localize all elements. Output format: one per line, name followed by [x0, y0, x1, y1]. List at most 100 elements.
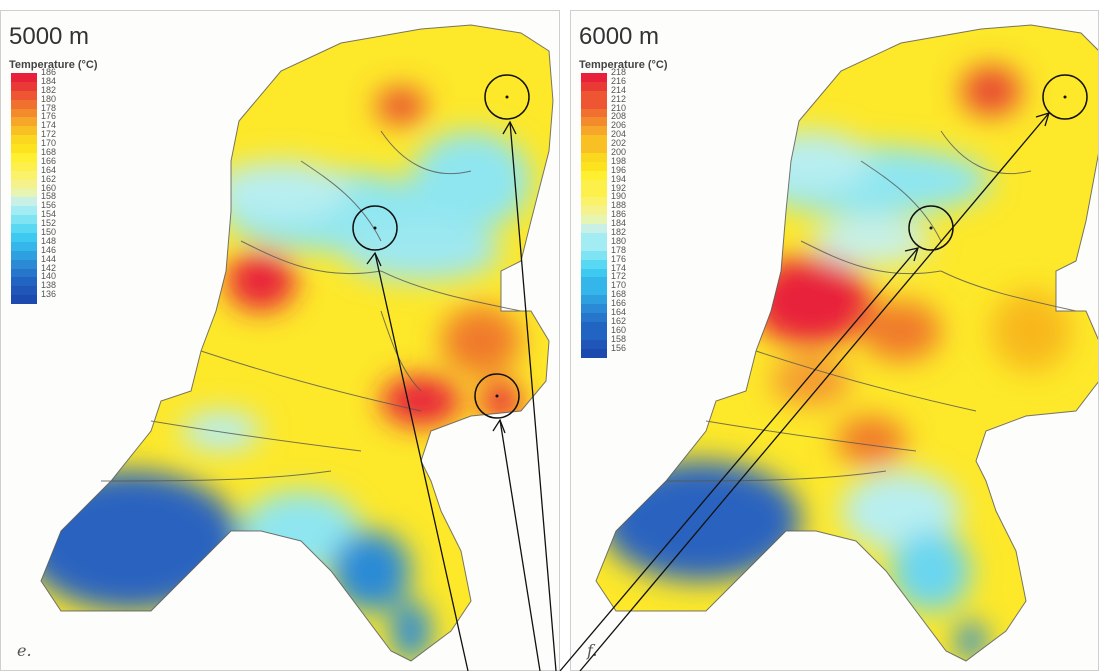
legend-ticks: 218 216 214 212 210 208 206 204 202 200 198 196 194 1… — [611, 68, 626, 353]
legend-swatch — [11, 179, 37, 189]
legend-tick-label: 158 — [41, 191, 57, 202]
legend-swatch — [11, 233, 37, 242]
legend-swatches — [581, 73, 607, 358]
legend-swatch — [581, 81, 607, 91]
legend-swatch — [581, 321, 607, 331]
legend-tick-label: 170 — [41, 138, 57, 149]
legend-swatch — [581, 108, 607, 118]
legend-swatch — [581, 179, 607, 189]
legend-tick-label: 156 — [41, 200, 57, 211]
depth-label: 6000 m — [579, 23, 660, 50]
legend-swatch — [11, 153, 37, 162]
legend-tick-label: 142 — [41, 262, 57, 273]
legend-tick-label: 156 — [611, 342, 627, 353]
legend-tick-label: 146 — [41, 244, 57, 255]
legend-tick-label: 168 — [41, 147, 57, 158]
legend-tick-label: 162 — [41, 173, 57, 184]
legend-swatch — [581, 99, 607, 109]
legend-swatch — [11, 90, 37, 100]
legend-swatch — [11, 135, 37, 145]
legend-swatch — [581, 250, 607, 260]
legend-tick-label: 144 — [41, 253, 57, 264]
legend-tick-label: 216 — [611, 75, 627, 86]
legend-swatch — [11, 126, 37, 136]
legend-swatch — [11, 81, 37, 91]
legend-swatch — [581, 233, 607, 242]
legend-swatch — [11, 215, 37, 225]
legend-swatch — [11, 295, 37, 305]
legend-title: Temperature (°C) — [9, 59, 98, 71]
legend-swatch — [581, 304, 607, 314]
legend-swatch — [11, 250, 37, 260]
legend-swatch — [11, 170, 37, 180]
legend-tick-label: 140 — [41, 271, 57, 282]
legend-ticks: 186 184 182 180 178 176 174 172 170 168 166 164 162 1… — [41, 68, 56, 299]
legend-tick-label: 138 — [41, 280, 57, 291]
legend-swatch — [11, 277, 37, 287]
legend-swatch — [581, 348, 607, 358]
legend-tick-label: 182 — [41, 84, 57, 95]
legend-swatch — [11, 286, 37, 296]
legend-swatch — [581, 153, 607, 162]
legend-swatch — [581, 313, 607, 322]
legend-swatch — [581, 144, 607, 154]
legend-swatch — [581, 73, 607, 82]
legend-swatch — [581, 126, 607, 136]
legend-swatches — [11, 73, 37, 305]
legend-swatch — [11, 197, 37, 207]
legend-swatch — [581, 188, 607, 198]
panel-letter: f. — [587, 641, 598, 660]
legend-tick-label: 186 — [41, 67, 57, 77]
legend-tick-label: 176 — [41, 111, 57, 122]
legend-tick-label: 184 — [41, 75, 57, 86]
legend-swatch — [581, 161, 607, 171]
legend-swatch — [581, 339, 607, 349]
legend-tick-label: 212 — [611, 93, 627, 104]
legend-tick-label: 218 — [611, 67, 627, 77]
legend-swatch — [11, 188, 37, 198]
legend-swatch — [581, 197, 607, 207]
legend-swatch — [581, 286, 607, 296]
legend-swatch — [11, 73, 37, 82]
legend-swatch — [11, 259, 37, 269]
legend-tick-label: 178 — [41, 102, 57, 113]
legend-tick-label: 174 — [41, 120, 57, 131]
legend-tick-label: 150 — [41, 227, 57, 238]
legend-swatch — [581, 330, 607, 340]
panel-letter: e. — [17, 641, 32, 660]
legend-swatch — [581, 277, 607, 287]
legend-swatch — [11, 241, 37, 251]
legend-tick-label: 180 — [41, 93, 57, 104]
legend-swatch — [581, 117, 607, 127]
legend-swatch — [11, 99, 37, 109]
legend-swatch — [581, 215, 607, 225]
legend-swatch — [581, 259, 607, 269]
legend-swatch — [581, 241, 607, 251]
legend-swatch — [581, 224, 607, 234]
legend-swatch — [11, 144, 37, 154]
legend-swatch — [11, 268, 37, 278]
legend-tick-label: 136 — [41, 289, 57, 300]
legend-swatch — [11, 117, 37, 127]
legend-swatch — [581, 206, 607, 216]
legend-tick-label: 160 — [41, 182, 57, 193]
legend-swatch — [581, 268, 607, 278]
legend-tick-label: 148 — [41, 235, 57, 246]
legend-tick-label: 172 — [41, 129, 57, 140]
legend-swatch — [11, 224, 37, 234]
map-panel-6000m: 6000 m Temperature (°C) 218 216 214 212 210 2… — [570, 10, 1099, 671]
legend-swatch — [581, 90, 607, 100]
legend-tick-label: 210 — [611, 102, 627, 113]
legend-tick-label: 214 — [611, 84, 627, 95]
legend-tick-label: 154 — [41, 209, 57, 220]
legend-swatch — [11, 108, 37, 118]
legend-swatch — [581, 170, 607, 180]
legend-tick-label: 166 — [41, 155, 57, 166]
legend-swatch — [11, 161, 37, 171]
map-panel-5000m: 5000 m Temperature (°C) 186 184 182 180 178 1… — [0, 10, 560, 671]
legend-swatch — [11, 206, 37, 216]
depth-label: 5000 m — [9, 23, 90, 50]
legend-swatch — [581, 295, 607, 305]
legend-title: Temperature (°C) — [579, 59, 668, 71]
netherlands-temperature-map-6000m — [595, 24, 1098, 662]
